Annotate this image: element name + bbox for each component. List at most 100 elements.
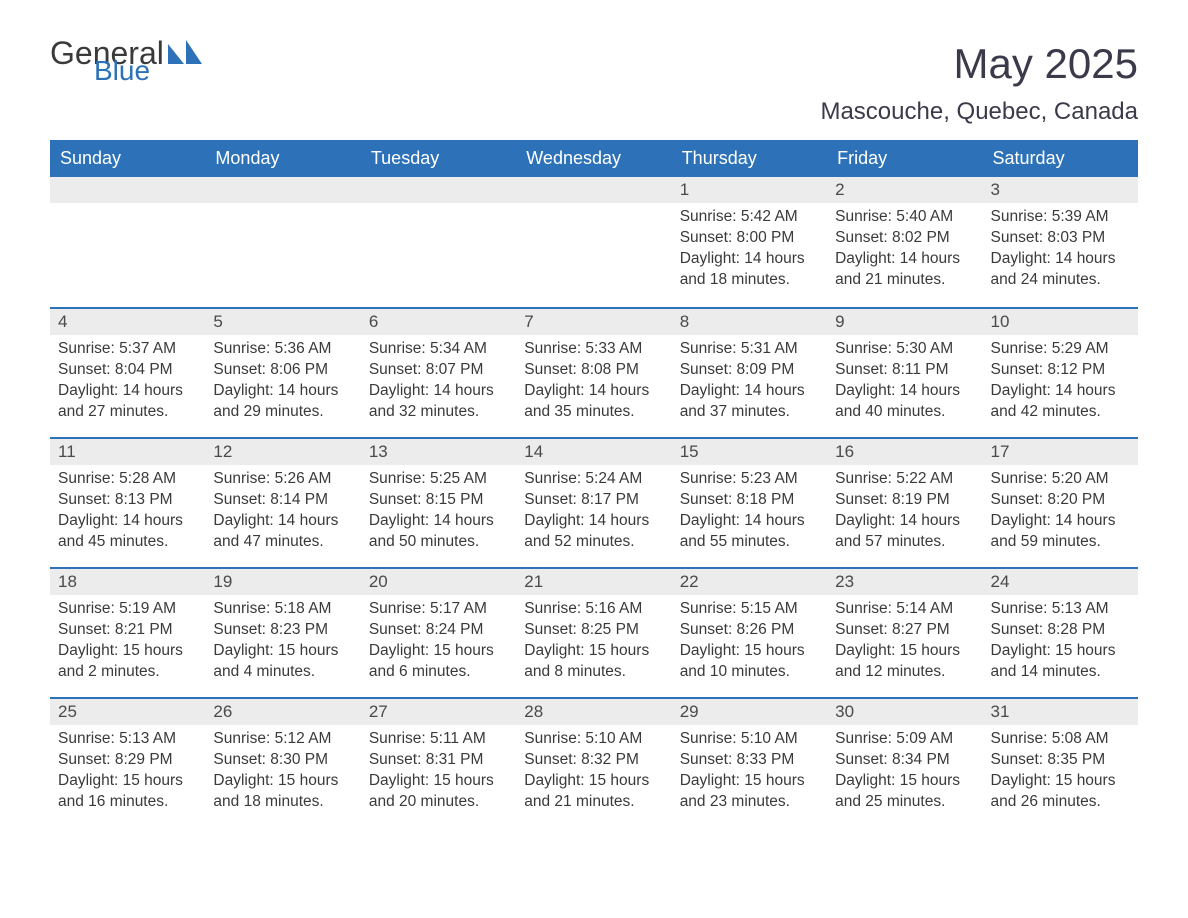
day-number: 2 [827,177,982,203]
calendar-cell: 6Sunrise: 5:34 AMSunset: 8:07 PMDaylight… [361,309,516,437]
day-number: 20 [361,569,516,595]
sunset-line: Sunset: 8:04 PM [58,360,197,381]
calendar-cell: 19Sunrise: 5:18 AMSunset: 8:23 PMDayligh… [205,569,360,697]
calendar-cell: 2Sunrise: 5:40 AMSunset: 8:02 PMDaylight… [827,177,982,307]
sunset-line: Sunset: 8:13 PM [58,490,197,511]
sunrise-line: Sunrise: 5:39 AM [991,207,1130,228]
day-number: 5 [205,309,360,335]
sunrise-line: Sunrise: 5:22 AM [835,469,974,490]
sunrise-line: Sunrise: 5:20 AM [991,469,1130,490]
sunrise-line: Sunrise: 5:19 AM [58,599,197,620]
sunrise-line: Sunrise: 5:24 AM [524,469,663,490]
sunset-line: Sunset: 8:20 PM [991,490,1130,511]
cell-body: Sunrise: 5:14 AMSunset: 8:27 PMDaylight:… [827,595,982,693]
calendar-cell: 9Sunrise: 5:30 AMSunset: 8:11 PMDaylight… [827,309,982,437]
sunrise-line: Sunrise: 5:23 AM [680,469,819,490]
daylight-line: Daylight: 15 hours and 18 minutes. [213,771,352,813]
daylight-line: Daylight: 14 hours and 18 minutes. [680,249,819,291]
sunset-line: Sunset: 8:19 PM [835,490,974,511]
daylight-line: Daylight: 15 hours and 14 minutes. [991,641,1130,683]
daylight-line: Daylight: 15 hours and 23 minutes. [680,771,819,813]
daylight-line: Daylight: 14 hours and 37 minutes. [680,381,819,423]
calendar-cell: 17Sunrise: 5:20 AMSunset: 8:20 PMDayligh… [983,439,1138,567]
sunrise-line: Sunrise: 5:08 AM [991,729,1130,750]
sunrise-line: Sunrise: 5:18 AM [213,599,352,620]
calendar-cell: 26Sunrise: 5:12 AMSunset: 8:30 PMDayligh… [205,699,360,827]
sunrise-line: Sunrise: 5:10 AM [680,729,819,750]
calendar-cell: 11Sunrise: 5:28 AMSunset: 8:13 PMDayligh… [50,439,205,567]
calendar-cell: 28Sunrise: 5:10 AMSunset: 8:32 PMDayligh… [516,699,671,827]
sunset-line: Sunset: 8:17 PM [524,490,663,511]
cell-body: Sunrise: 5:09 AMSunset: 8:34 PMDaylight:… [827,725,982,823]
cell-body: Sunrise: 5:19 AMSunset: 8:21 PMDaylight:… [50,595,205,693]
sunrise-line: Sunrise: 5:13 AM [58,729,197,750]
day-header: Sunday [50,140,205,177]
daylight-line: Daylight: 15 hours and 2 minutes. [58,641,197,683]
daylight-line: Daylight: 14 hours and 55 minutes. [680,511,819,553]
day-number: 22 [672,569,827,595]
day-header: Monday [205,140,360,177]
cell-body: Sunrise: 5:22 AMSunset: 8:19 PMDaylight:… [827,465,982,563]
day-number: 27 [361,699,516,725]
sunrise-line: Sunrise: 5:17 AM [369,599,508,620]
calendar-cell: 16Sunrise: 5:22 AMSunset: 8:19 PMDayligh… [827,439,982,567]
calendar-cell: 12Sunrise: 5:26 AMSunset: 8:14 PMDayligh… [205,439,360,567]
cell-body: Sunrise: 5:13 AMSunset: 8:28 PMDaylight:… [983,595,1138,693]
day-header-row: SundayMondayTuesdayWednesdayThursdayFrid… [50,140,1138,177]
day-number [205,177,360,203]
day-number: 7 [516,309,671,335]
calendar-cell [50,177,205,307]
sunrise-line: Sunrise: 5:25 AM [369,469,508,490]
sunrise-line: Sunrise: 5:36 AM [213,339,352,360]
daylight-line: Daylight: 15 hours and 4 minutes. [213,641,352,683]
sunrise-line: Sunrise: 5:34 AM [369,339,508,360]
sunset-line: Sunset: 8:18 PM [680,490,819,511]
brand-text-blue: Blue [94,59,202,83]
day-number: 16 [827,439,982,465]
day-number [50,177,205,203]
day-number: 26 [205,699,360,725]
day-number: 4 [50,309,205,335]
sunrise-line: Sunrise: 5:13 AM [991,599,1130,620]
sunrise-line: Sunrise: 5:15 AM [680,599,819,620]
day-number: 28 [516,699,671,725]
calendar-cell [205,177,360,307]
sunset-line: Sunset: 8:11 PM [835,360,974,381]
cell-body: Sunrise: 5:34 AMSunset: 8:07 PMDaylight:… [361,335,516,433]
day-number: 19 [205,569,360,595]
calendar-cell: 22Sunrise: 5:15 AMSunset: 8:26 PMDayligh… [672,569,827,697]
cell-body: Sunrise: 5:13 AMSunset: 8:29 PMDaylight:… [50,725,205,823]
month-title: May 2025 [820,40,1138,88]
sunset-line: Sunset: 8:33 PM [680,750,819,771]
daylight-line: Daylight: 14 hours and 59 minutes. [991,511,1130,553]
sunrise-line: Sunrise: 5:26 AM [213,469,352,490]
daylight-line: Daylight: 14 hours and 50 minutes. [369,511,508,553]
day-header: Friday [827,140,982,177]
daylight-line: Daylight: 14 hours and 35 minutes. [524,381,663,423]
daylight-line: Daylight: 14 hours and 47 minutes. [213,511,352,553]
cell-body [205,203,360,217]
sunrise-line: Sunrise: 5:16 AM [524,599,663,620]
calendar-cell: 1Sunrise: 5:42 AMSunset: 8:00 PMDaylight… [672,177,827,307]
sunset-line: Sunset: 8:03 PM [991,228,1130,249]
cell-body: Sunrise: 5:39 AMSunset: 8:03 PMDaylight:… [983,203,1138,301]
cell-body: Sunrise: 5:17 AMSunset: 8:24 PMDaylight:… [361,595,516,693]
calendar-cell: 5Sunrise: 5:36 AMSunset: 8:06 PMDaylight… [205,309,360,437]
cell-body [516,203,671,217]
cell-body: Sunrise: 5:11 AMSunset: 8:31 PMDaylight:… [361,725,516,823]
daylight-line: Daylight: 14 hours and 27 minutes. [58,381,197,423]
calendar-cell: 23Sunrise: 5:14 AMSunset: 8:27 PMDayligh… [827,569,982,697]
cell-body: Sunrise: 5:37 AMSunset: 8:04 PMDaylight:… [50,335,205,433]
cell-body: Sunrise: 5:36 AMSunset: 8:06 PMDaylight:… [205,335,360,433]
day-header: Thursday [672,140,827,177]
day-header: Wednesday [516,140,671,177]
daylight-line: Daylight: 15 hours and 8 minutes. [524,641,663,683]
day-header: Saturday [983,140,1138,177]
daylight-line: Daylight: 14 hours and 29 minutes. [213,381,352,423]
day-number: 13 [361,439,516,465]
sunrise-line: Sunrise: 5:33 AM [524,339,663,360]
sunset-line: Sunset: 8:14 PM [213,490,352,511]
day-number: 21 [516,569,671,595]
daylight-line: Daylight: 15 hours and 12 minutes. [835,641,974,683]
calendar-cell: 10Sunrise: 5:29 AMSunset: 8:12 PMDayligh… [983,309,1138,437]
